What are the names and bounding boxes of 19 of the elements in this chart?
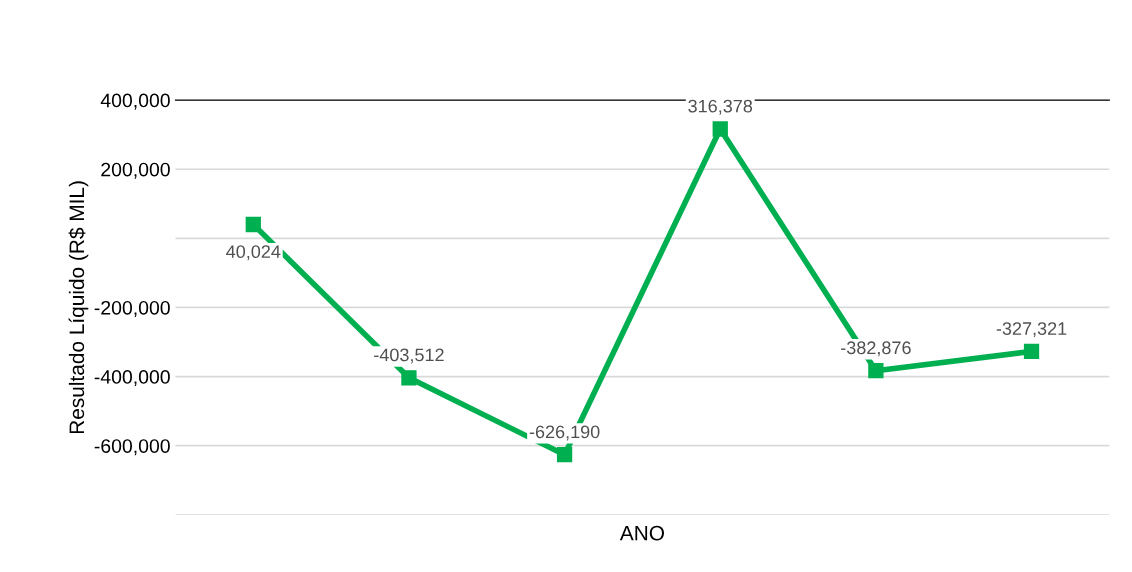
data-label: -327,321 xyxy=(996,322,1067,338)
point xyxy=(556,447,573,463)
data-label: 40,024 xyxy=(226,245,281,261)
y-tick-label: -200,000 xyxy=(94,300,170,317)
point xyxy=(1023,343,1040,360)
x-axis-title: ANO xyxy=(619,525,664,541)
point xyxy=(868,363,884,379)
y-tick-label: 200,000 xyxy=(101,162,170,179)
data-label: -626,190 xyxy=(529,425,600,441)
data-label: -382,876 xyxy=(841,341,911,357)
point xyxy=(401,370,417,386)
data-label: -403,512 xyxy=(374,348,444,364)
data-label: 316,378 xyxy=(688,99,753,115)
y-tick-label: -600,000 xyxy=(94,439,170,456)
point xyxy=(712,121,728,137)
y-tick-label: 400,000 xyxy=(100,93,170,110)
y-axis-title: Resultado Líquido (R$ MIL) xyxy=(68,181,89,434)
point xyxy=(245,216,261,233)
y-tick-label: -400,000 xyxy=(94,370,170,387)
